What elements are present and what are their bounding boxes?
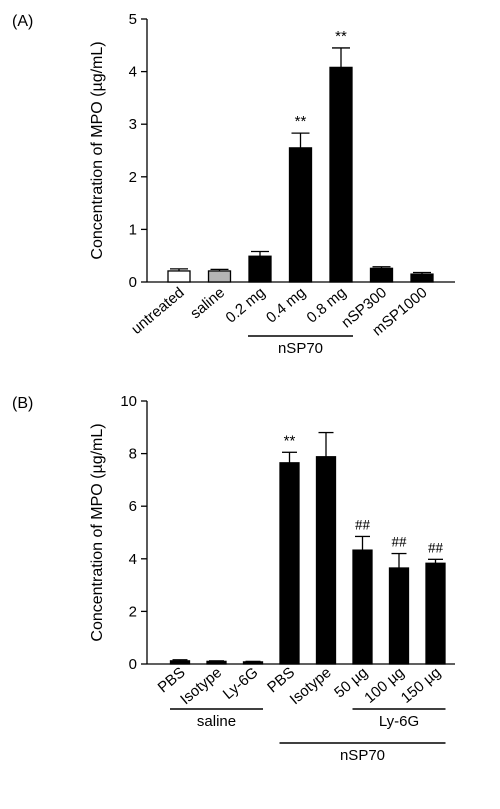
category-label: 100 µg (361, 664, 407, 707)
y-ticks: 0 1 2 3 4 5 (129, 11, 147, 291)
y-axis-label: Concentration of MPO (µg/mL) (89, 41, 106, 259)
bar (169, 660, 191, 665)
category-label: 0.2 mg (223, 284, 269, 327)
bar (388, 567, 410, 665)
y-ticks: 0 2 4 6 8 10 (120, 393, 147, 673)
group-label: Ly-6G (379, 713, 419, 730)
bar (352, 549, 373, 665)
panel-label: (A) (12, 13, 33, 30)
y-tick-label: 0 (129, 656, 137, 673)
bar (315, 456, 337, 665)
category-label: Isotype (177, 664, 225, 708)
significance-marker: ** (284, 432, 296, 449)
y-tick-label: 10 (120, 393, 137, 410)
group-label: saline (197, 713, 236, 730)
bar (410, 273, 434, 283)
bar (425, 562, 446, 665)
y-tick-label: 2 (129, 603, 137, 620)
bar (207, 270, 232, 283)
y-tick-label: 0 (129, 274, 137, 291)
y-tick-label: 5 (129, 11, 137, 28)
category-label: Ly-6G (220, 664, 262, 703)
y-tick-label: 4 (129, 64, 137, 81)
bar (206, 660, 227, 665)
category-label: untreated (128, 284, 187, 338)
y-tick-label: 6 (129, 498, 137, 515)
bar (288, 147, 313, 283)
y-tick-label: 1 (129, 221, 137, 238)
panel-b: (B) 0 2 4 6 8 10 Concentration of MPO (µg/mL) **… (12, 393, 455, 764)
y-tick-label: 4 (129, 551, 137, 568)
category-label: Isotype (287, 664, 335, 708)
group-label: nSP70 (278, 340, 323, 357)
bar (242, 661, 264, 665)
significance-marker: ## (392, 535, 408, 551)
y-axis-label: Concentration of MPO (µg/mL) (89, 423, 106, 641)
group-brackets: saline Ly-6G nSP70 (170, 708, 446, 764)
category-label: 0.4 mg (263, 284, 309, 327)
panel-label: (B) (12, 395, 33, 412)
significance-marker: ** (335, 28, 347, 45)
significance-marker: ## (355, 517, 371, 533)
bars: ** ** (167, 28, 434, 283)
significance-marker: ** (295, 113, 307, 130)
bar (279, 462, 300, 665)
category-label: saline (187, 284, 228, 322)
bars: ** ## ## ## (169, 431, 446, 665)
y-tick-label: 3 (129, 116, 137, 133)
bar (369, 267, 394, 283)
bar (248, 255, 272, 283)
group-label: nSP70 (340, 747, 385, 764)
group-brackets: nSP70 (248, 335, 353, 357)
y-tick-label: 2 (129, 169, 137, 186)
bar (329, 66, 353, 283)
category-label: 150 µg (398, 664, 444, 707)
significance-marker: ## (428, 540, 444, 556)
y-tick-label: 8 (129, 446, 137, 463)
bar (167, 270, 191, 283)
